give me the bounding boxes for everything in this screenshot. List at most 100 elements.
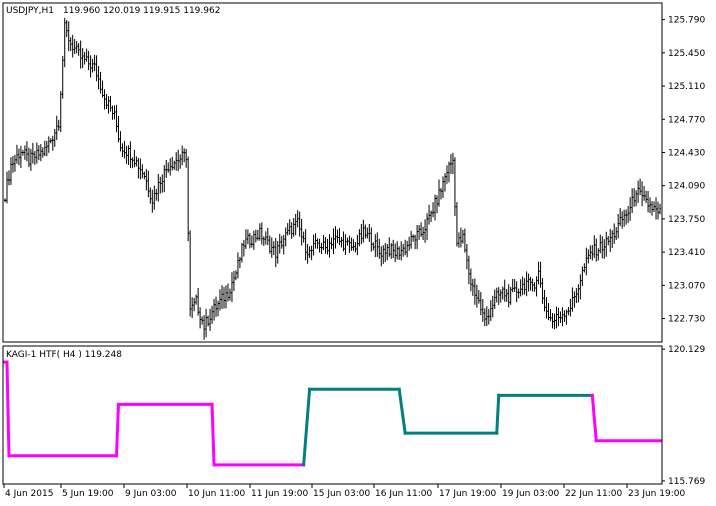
time-tick-label: 9 Jun 03:00 xyxy=(125,489,177,499)
price-bar xyxy=(81,48,84,69)
price-bar xyxy=(165,160,168,178)
price-bar xyxy=(521,276,524,296)
price-bar xyxy=(35,142,38,164)
price-bar xyxy=(394,243,397,263)
price-bar xyxy=(362,219,365,243)
price-bar xyxy=(284,227,287,247)
price-bar xyxy=(109,95,112,112)
price-bar xyxy=(489,300,492,321)
price-bar xyxy=(643,185,646,201)
price-bar xyxy=(268,235,271,254)
price-bar xyxy=(577,284,580,303)
kagi-line xyxy=(3,360,662,467)
price-bar xyxy=(39,144,42,162)
price-bar xyxy=(294,213,297,236)
price-bar xyxy=(17,148,20,166)
price-bar xyxy=(447,161,450,183)
price-bar xyxy=(338,228,341,246)
price-panel[interactable]: 125.790 125.450 125.110 124.770 124.430 124.0… xyxy=(2,2,705,343)
price-bar xyxy=(37,145,40,161)
price-bar xyxy=(465,244,468,270)
price-bar xyxy=(219,289,222,311)
price-bar xyxy=(211,305,214,324)
price-bar xyxy=(481,299,484,322)
price-bar xyxy=(565,309,568,325)
price-bar xyxy=(603,239,606,259)
price-bar xyxy=(99,71,102,94)
price-bar xyxy=(485,306,488,327)
price-bar xyxy=(25,141,28,162)
price-panel-frame xyxy=(2,2,663,343)
price-y-tick-label: 124.430 xyxy=(668,148,705,158)
price-bar xyxy=(408,236,411,251)
price-bar xyxy=(571,287,574,312)
price-bar xyxy=(396,241,399,260)
price-bar xyxy=(434,194,437,221)
price-y-tick-label: 123.070 xyxy=(668,281,705,291)
price-bar xyxy=(61,55,64,99)
price-bar xyxy=(541,278,544,304)
price-bar xyxy=(440,188,443,200)
price-bar xyxy=(55,115,58,140)
price-bar xyxy=(298,211,301,237)
price-bar xyxy=(346,237,349,246)
price-bar xyxy=(535,276,538,297)
price-bar xyxy=(445,165,448,184)
price-bar xyxy=(649,197,652,214)
price-bar xyxy=(201,316,204,325)
price-bar xyxy=(559,311,562,323)
price-bar xyxy=(507,284,510,308)
price-bar xyxy=(406,240,409,258)
price-bar xyxy=(145,169,148,191)
indicator-label: KAGI-1 HTF( H4 ) 119.248 xyxy=(6,350,122,360)
price-bar xyxy=(221,285,224,309)
price-bar xyxy=(453,157,456,216)
price-bar xyxy=(499,289,502,303)
price-bar xyxy=(374,234,377,257)
price-bar xyxy=(533,282,536,292)
time-axis: 4 Jun 2015 5 Jun 19:00 9 Jun 03:00 10 Jun 1… xyxy=(3,484,685,499)
price-bar xyxy=(523,278,526,295)
price-bar xyxy=(597,248,600,261)
price-bar xyxy=(449,154,452,175)
time-tick-label: 16 Jun 11:00 xyxy=(375,489,432,499)
price-bar xyxy=(137,157,140,179)
price-bar xyxy=(125,145,128,164)
price-bar xyxy=(131,157,134,169)
price-bar xyxy=(653,201,656,213)
price-bar xyxy=(49,138,52,144)
price-bar xyxy=(426,213,429,241)
price-bar xyxy=(203,315,206,340)
price-bar xyxy=(360,223,363,245)
price-bar xyxy=(432,202,435,218)
price-bar xyxy=(300,218,303,246)
price-bar xyxy=(344,234,347,255)
price-bar xyxy=(517,288,520,299)
price-bar xyxy=(599,234,602,254)
price-bar xyxy=(555,306,558,329)
price-bar xyxy=(587,249,590,264)
price-y-tick-label: 123.410 xyxy=(668,248,705,258)
price-bar xyxy=(503,279,506,302)
price-bar xyxy=(195,294,198,305)
price-bar xyxy=(511,278,514,293)
indicator-panel[interactable]: 120.129 115.769 KAGI-1 HTF( H4 ) 119.248 xyxy=(2,345,705,487)
price-bar xyxy=(177,149,180,172)
price-bar xyxy=(392,239,395,259)
price-bar xyxy=(469,268,472,292)
time-tick-label: 5 Jun 19:00 xyxy=(62,489,114,499)
time-tick-label: 17 Jun 19:00 xyxy=(439,489,496,499)
price-bar xyxy=(579,274,582,300)
price-bar xyxy=(428,204,431,225)
price-bar xyxy=(593,235,596,258)
price-bar xyxy=(595,238,598,262)
price-bar xyxy=(51,135,54,151)
price-bar xyxy=(306,243,309,264)
price-bar xyxy=(135,156,138,167)
price-bar xyxy=(246,229,249,245)
price-bars xyxy=(3,17,662,340)
price-bar xyxy=(264,231,267,245)
